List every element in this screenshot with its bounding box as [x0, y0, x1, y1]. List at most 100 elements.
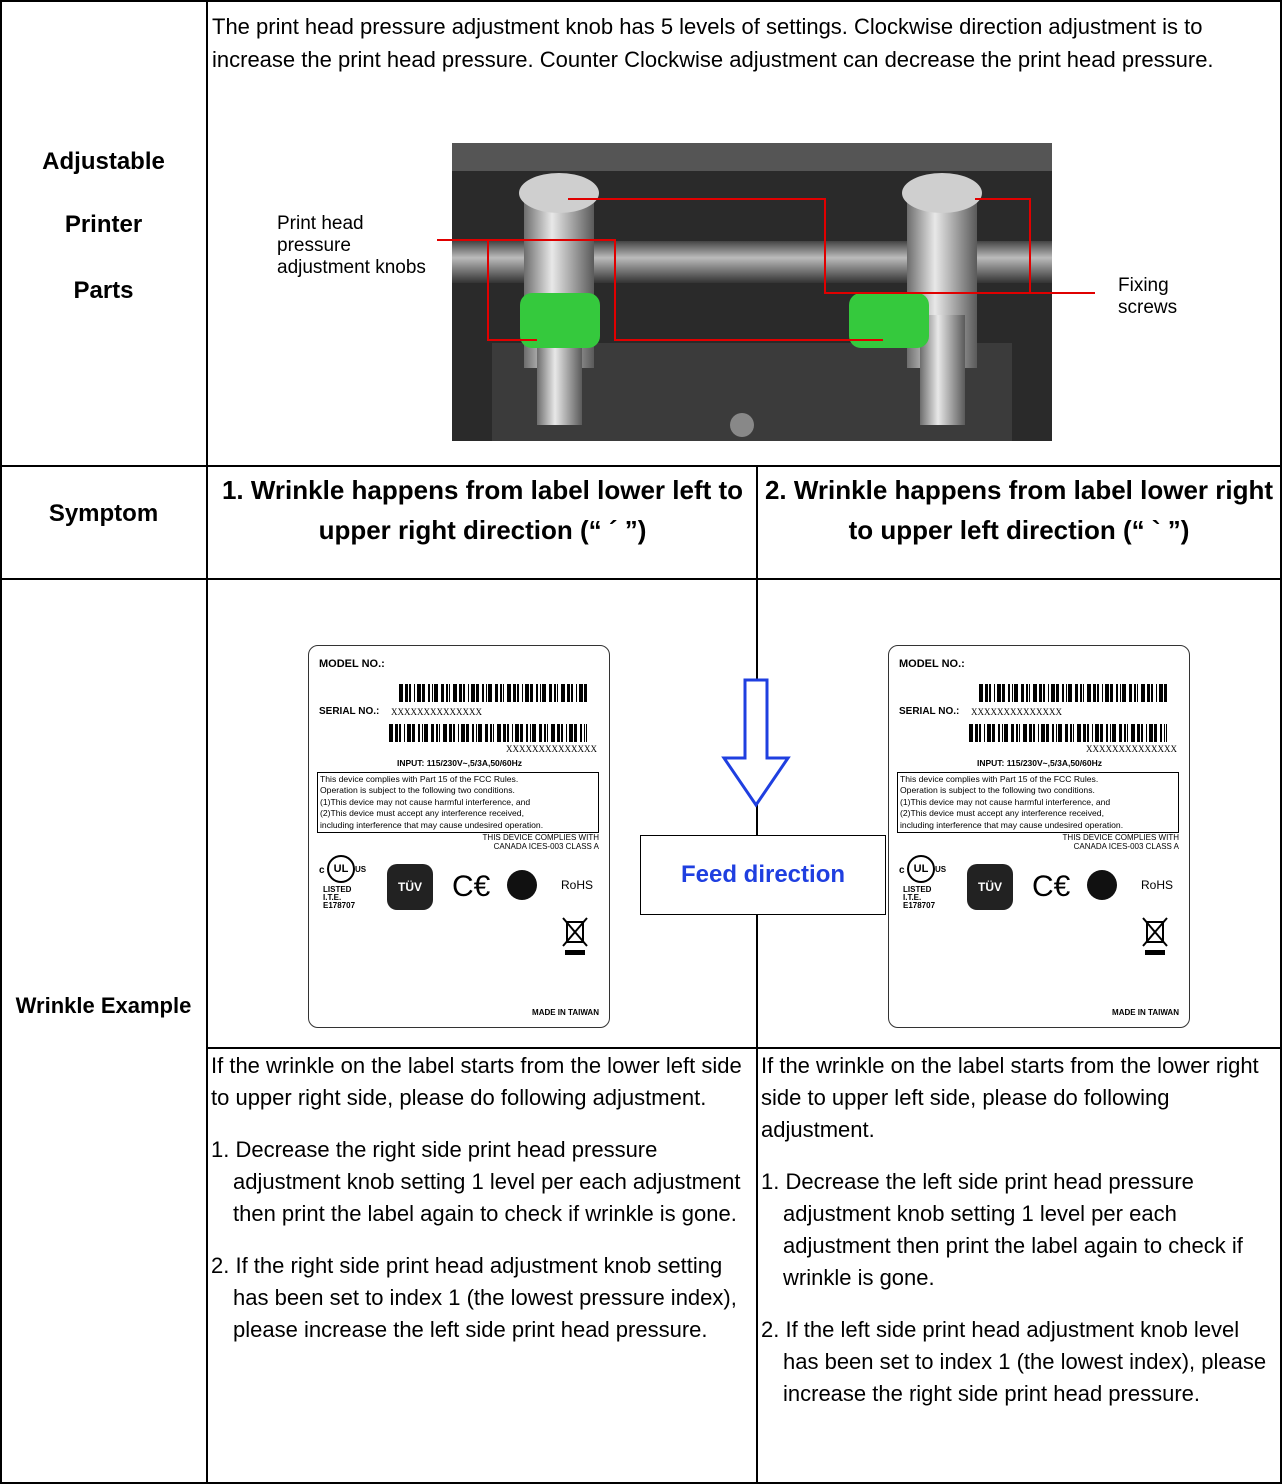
barcode-bar [422, 724, 423, 742]
barcode-bar [1166, 724, 1167, 742]
barcode-bar [567, 684, 570, 702]
barcode-bar [1039, 684, 1042, 702]
row-label: Adjustable [42, 148, 165, 175]
barcode-bar [417, 684, 421, 702]
border [0, 0, 1282, 2]
barcode-bar [1026, 684, 1028, 702]
barcode-bar [1051, 684, 1055, 702]
barcode [389, 724, 587, 742]
barcode-bar [571, 684, 573, 702]
barcode-bar [404, 724, 405, 742]
barcode-bar [1137, 724, 1140, 742]
printer-photo [452, 143, 1052, 441]
barcode-bar [525, 684, 529, 702]
barcode-bar [1075, 684, 1078, 702]
barcode-bar [1041, 724, 1045, 742]
barcode-bar [1048, 684, 1049, 702]
barcode-bar [439, 724, 440, 742]
barcode-bar [409, 684, 411, 702]
label-text: (2)This device must accept any interfere… [900, 808, 1104, 819]
barcode-bar [1141, 724, 1143, 742]
label-text: RoHS [1141, 878, 1174, 892]
barcode-bar [1131, 724, 1135, 742]
barcode-bar [472, 724, 474, 742]
barcode-bar [1120, 684, 1121, 702]
barcode-bar [542, 684, 546, 702]
barcode-bar [1046, 724, 1049, 742]
feed-direction: Feed direction [640, 835, 886, 915]
barcode-bar [1056, 684, 1059, 702]
barcode-bar [989, 684, 991, 702]
barcode-bar [458, 724, 459, 742]
barcode-bar [407, 724, 411, 742]
barcode-bar [574, 724, 577, 742]
barcode-bar [998, 724, 1000, 742]
barcode-bar [1105, 684, 1109, 702]
row-label: Parts [73, 277, 134, 304]
barcode-bar [579, 684, 583, 702]
barcode-bar [453, 724, 455, 742]
barcode-bar [434, 684, 438, 702]
label-sample: MODEL NO.: SERIAL NO.: XXXXXXXXXXXXXX XX… [308, 645, 610, 1028]
barcode-bar [1011, 724, 1014, 742]
row-label: Symptom [48, 500, 159, 527]
instructions: If the wrinkle on the label starts from … [211, 1050, 751, 1346]
label-text: XXXXXXXXXXXXXX [391, 707, 482, 717]
barcode-bar [994, 684, 995, 702]
barcode-bar [1004, 724, 1008, 742]
border [0, 578, 1282, 580]
fcc-box: This device complies with Part 15 of the… [317, 772, 599, 834]
barcode-bar [424, 724, 428, 742]
barcode-bar [488, 684, 492, 702]
label-text: XXXXXXXXXXXXXX [1086, 744, 1177, 754]
barcode-bar [1083, 684, 1084, 702]
barcode-bar [522, 684, 523, 702]
barcode-bar [507, 724, 509, 742]
barcode-bar [536, 684, 538, 702]
barcode-bar [482, 684, 484, 702]
barcode-bar [1112, 724, 1116, 742]
barcode-bar [490, 724, 492, 742]
barcode-bar [466, 724, 469, 742]
barcode-bar [1002, 684, 1005, 702]
label-text: RoHS [561, 878, 594, 892]
barcode-bar [1110, 684, 1113, 702]
symptom: 2. Wrinkle happens from label lower righ… [764, 475, 1274, 545]
barcode-bar [449, 684, 450, 702]
callout: Fixing screws [1118, 275, 1178, 318]
barcode-bar [1080, 684, 1082, 702]
barcode-bar [446, 684, 448, 702]
barcode-bar [389, 724, 393, 742]
barcode-bar [1095, 724, 1099, 742]
c-tick-logo [1087, 870, 1117, 900]
barcode-bar [530, 684, 533, 702]
barcode-bar [1087, 684, 1091, 702]
barcode-bar [1014, 684, 1018, 702]
border [207, 1047, 1282, 1049]
barcode-bar [395, 724, 398, 742]
barcode-bar [1065, 724, 1068, 742]
barcode-bar [1087, 724, 1089, 742]
barcode-bar [1008, 684, 1010, 702]
barcode-bar [539, 724, 542, 742]
callout: Print head pressure adjustment knobs [277, 213, 426, 278]
barcode-bar [443, 724, 447, 742]
barcode-bar [1012, 684, 1013, 702]
label-text: I.T.E. [903, 893, 922, 902]
label-text: including interference that may cause un… [320, 819, 544, 830]
barcode-bar [1129, 684, 1132, 702]
label-text: including interference that may cause un… [900, 819, 1124, 830]
barcode-bar [449, 724, 452, 742]
barcode-bar [557, 724, 560, 742]
label-text: US [355, 865, 367, 874]
intro: If the wrinkle on the label starts from … [211, 1053, 742, 1110]
barcode-bar [1124, 724, 1126, 742]
barcode-bar [476, 684, 479, 702]
label-text: SERIAL NO.: [899, 706, 960, 717]
label-text: Operation is subject to the following tw… [900, 785, 1095, 796]
border [1280, 0, 1282, 1484]
barcode-bar [1002, 724, 1003, 742]
barcode-bar [987, 724, 991, 742]
label-text: INPUT: 115/230V~,5/3A,50/60Hz [977, 758, 1102, 768]
